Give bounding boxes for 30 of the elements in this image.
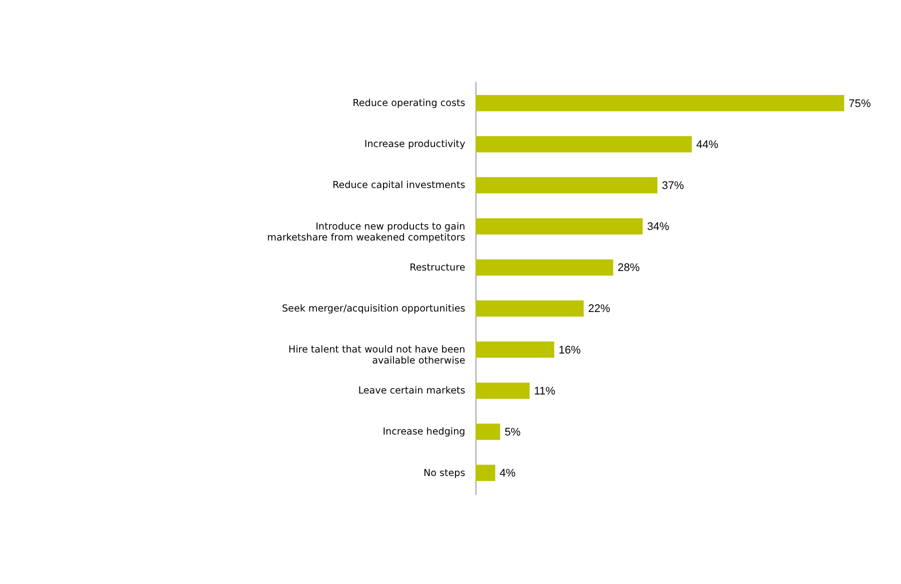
bar [476, 218, 643, 234]
bar [476, 382, 530, 399]
y-tick-label: Increase hedging [382, 426, 466, 438]
bar [476, 177, 658, 194]
data-label: 22% [588, 303, 610, 316]
data-label: 4% [500, 468, 516, 480]
y-tick-label: Restructure [410, 262, 466, 274]
y-tick-label: Reduce capital investments [332, 180, 466, 192]
data-label: 5% [504, 426, 521, 438]
bar [476, 424, 500, 440]
y-tick-label: Hire talent that would not have been available otherwise [288, 344, 466, 367]
data-label: 11% [534, 385, 556, 398]
y-tick-label: No steps [423, 468, 466, 479]
bar [476, 95, 844, 112]
y-tick-label: Leave certain markets [358, 386, 466, 397]
bar [476, 300, 584, 317]
bar [476, 342, 554, 358]
data-label: 37% [662, 180, 684, 192]
bar [476, 464, 496, 481]
y-tick-label: Introduce new products to gain marketshare from weakened competitors [267, 221, 466, 244]
y-tick-label: Reduce operating costs [352, 98, 466, 110]
data-label: 16% [558, 344, 581, 356]
data-label: 44% [696, 138, 719, 151]
data-label: 75% [848, 98, 871, 110]
bar [476, 259, 614, 276]
data-label: 28% [618, 262, 640, 274]
data-label: 34% [647, 221, 670, 234]
bar [476, 136, 692, 152]
y-tick-label: Seek merger/acquisition opportunities [282, 303, 466, 314]
y-tick-label: Increase productivity [364, 139, 466, 150]
